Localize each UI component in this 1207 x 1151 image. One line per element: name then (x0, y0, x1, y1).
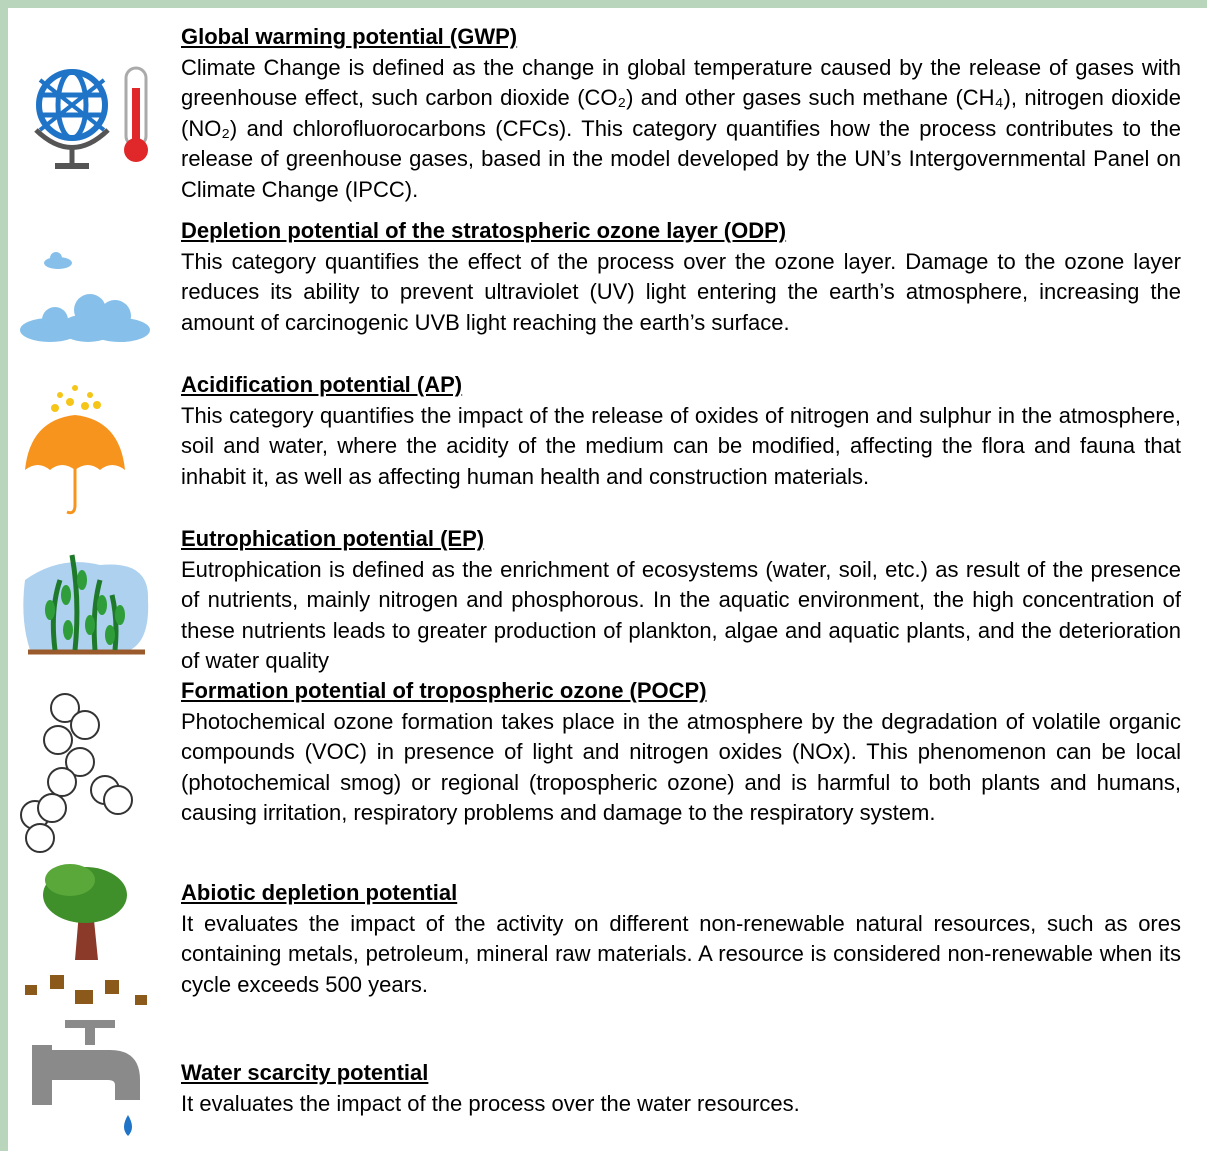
section-title: Depletion potential of the stratospheric… (181, 216, 1181, 247)
faucet-icon (32, 1020, 140, 1136)
page: Global warming potential (GWP)Climate Ch… (0, 0, 1207, 1151)
section-body: Photochemical ozone formation takes plac… (181, 707, 1181, 829)
section-body: Eutrophication is defined as the enrichm… (181, 555, 1181, 677)
molecule-icon (21, 694, 132, 852)
section-title: Abiotic depletion potential (181, 878, 1181, 909)
section-body: This category quantifies the impact of t… (181, 401, 1181, 493)
cloud-icon (20, 252, 150, 342)
section-title: Global warming potential (GWP) (181, 22, 1181, 53)
tree-icon (25, 864, 147, 1005)
section-body: This category quantifies the effect of t… (181, 247, 1181, 339)
section-body: It evaluates the impact of the process o… (181, 1089, 1181, 1120)
section-body: Climate Change is defined as the change … (181, 53, 1181, 206)
section-title: Eutrophication potential (EP) (181, 524, 1181, 555)
section-title: Acidification potential (AP) (181, 370, 1181, 401)
globe-icon (36, 68, 148, 169)
section-body: It evaluates the impact of the activity … (181, 909, 1181, 1001)
seaweed-icon (23, 555, 148, 652)
section-title: Water scarcity potential (181, 1058, 1181, 1089)
umbrella-icon (25, 385, 125, 513)
icons (8, 8, 178, 1151)
section-title: Formation potential of tropospheric ozon… (181, 676, 1181, 707)
